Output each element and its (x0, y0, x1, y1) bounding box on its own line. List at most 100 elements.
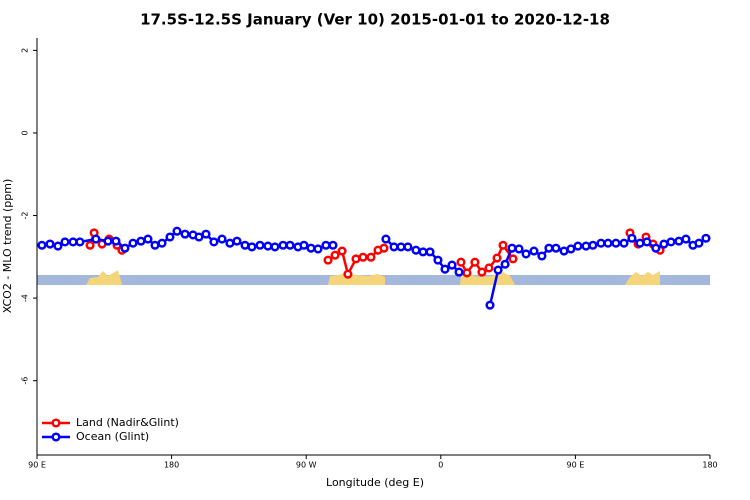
legend-label: Land (Nadir&Glint) (76, 416, 179, 429)
point (627, 233, 637, 243)
x-tick-label: 0 (438, 461, 443, 470)
chart-title: 17.5S-12.5S January (Ver 10) 2015-01-01 … (140, 11, 610, 29)
point (330, 250, 340, 260)
point (573, 241, 583, 251)
point (278, 240, 288, 250)
point (103, 236, 113, 246)
point (255, 240, 265, 250)
point (454, 267, 464, 277)
point (447, 260, 457, 270)
point (328, 240, 338, 250)
point (500, 259, 510, 269)
legend-marker (51, 432, 61, 442)
point (232, 236, 242, 246)
x-tick-label: 90 W (296, 461, 317, 470)
point (559, 246, 569, 256)
point (674, 236, 684, 246)
x-tick-label: 180 (164, 461, 179, 470)
point (299, 240, 309, 250)
x-tick-label: 90 E (567, 461, 585, 470)
point (358, 252, 368, 262)
point (418, 247, 428, 257)
x-tick-label: 180 (702, 461, 717, 470)
land (86, 270, 122, 285)
point (157, 238, 167, 248)
point (462, 268, 472, 278)
point (120, 243, 130, 253)
point (201, 229, 211, 239)
y-tick-label: 0 (21, 130, 30, 135)
point (529, 246, 539, 256)
point (681, 234, 691, 244)
x-tick-label: 90 E (28, 461, 46, 470)
point (225, 238, 235, 248)
point (111, 236, 121, 246)
y-axis-title: XCO2 - MLO trend (ppm) (1, 179, 14, 314)
point (172, 226, 182, 236)
point (642, 237, 652, 247)
point (180, 229, 190, 239)
point (566, 244, 576, 254)
point (514, 244, 524, 254)
point (209, 237, 219, 247)
point (351, 254, 361, 264)
point (285, 240, 295, 250)
point (313, 244, 323, 254)
point (128, 238, 138, 248)
point (323, 255, 333, 265)
point (537, 251, 547, 261)
point (53, 241, 63, 251)
point (551, 243, 561, 253)
point (45, 239, 55, 249)
point (60, 237, 70, 247)
point (68, 237, 78, 247)
point (659, 239, 669, 249)
point (37, 240, 47, 250)
point (366, 252, 376, 262)
point (217, 234, 227, 244)
point (544, 243, 554, 253)
y-tick-label: -4 (21, 294, 30, 302)
point (694, 238, 704, 248)
point (485, 300, 495, 310)
point (150, 240, 160, 250)
legend-label: Ocean (Glint) (76, 430, 149, 443)
point (396, 242, 406, 252)
point (433, 255, 443, 265)
point (425, 247, 435, 257)
point (492, 253, 502, 263)
point (270, 242, 280, 252)
point (493, 265, 503, 275)
point (240, 240, 250, 250)
legend-marker (51, 418, 61, 428)
point (75, 237, 85, 247)
point (619, 238, 629, 248)
point (470, 257, 480, 267)
point (456, 257, 466, 267)
x-axis-title: Longitude (deg E) (326, 476, 424, 489)
point (651, 243, 661, 253)
point (477, 267, 487, 277)
point (337, 246, 347, 256)
point (521, 249, 531, 259)
y-tick-label: 2 (21, 48, 30, 53)
point (321, 240, 331, 250)
point (666, 237, 676, 247)
point (611, 238, 621, 248)
point (91, 234, 101, 244)
point (484, 263, 494, 273)
point (508, 254, 518, 264)
point (403, 242, 413, 252)
point (603, 238, 613, 248)
point (247, 242, 257, 252)
point (581, 241, 591, 251)
point (194, 232, 204, 242)
point (596, 238, 606, 248)
land (328, 273, 385, 285)
point (498, 240, 508, 250)
point (165, 232, 175, 242)
y-tick-label: -2 (21, 212, 30, 220)
point (85, 240, 95, 250)
point (136, 236, 146, 246)
